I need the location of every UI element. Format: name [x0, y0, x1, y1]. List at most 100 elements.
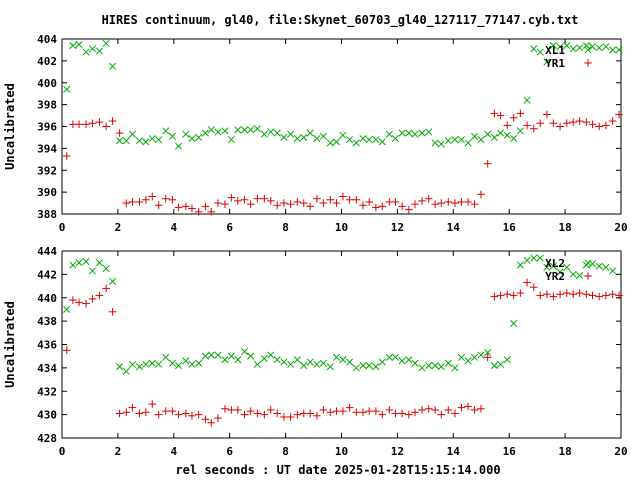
data-point	[549, 42, 557, 50]
data-point	[451, 199, 459, 207]
data-point	[182, 130, 190, 138]
data-point	[346, 136, 354, 144]
data-point	[595, 44, 603, 52]
data-point	[253, 125, 261, 133]
data-point	[188, 204, 196, 213]
data-point	[339, 192, 347, 201]
data-point	[424, 194, 433, 203]
data-point	[484, 349, 492, 357]
data-point	[168, 195, 177, 204]
data-point	[602, 43, 610, 51]
data-point	[148, 134, 156, 143]
data-point	[398, 129, 406, 137]
data-point	[293, 198, 302, 206]
data-point	[142, 360, 150, 368]
y-tick-label: 432	[37, 385, 57, 398]
data-point	[162, 353, 170, 361]
data-point	[405, 205, 413, 214]
data-point	[359, 408, 367, 417]
data-point	[536, 254, 544, 262]
data-point	[234, 406, 242, 414]
data-point	[391, 409, 400, 418]
data-point	[424, 404, 433, 413]
data-point	[470, 406, 479, 414]
data-point	[365, 361, 373, 370]
data-point	[313, 411, 321, 420]
data-point	[95, 47, 104, 55]
data-point	[556, 122, 564, 131]
data-point	[457, 403, 466, 412]
x-tick-label: 6	[226, 221, 233, 234]
data-point	[102, 284, 110, 293]
top-panel: 0 2 4 6 8 10 12 14 16 18 20 388 390 392 394 396 398 400 40…	[3, 33, 628, 234]
x-tick-label: 2	[115, 221, 122, 234]
data-point	[490, 133, 498, 141]
data-point	[240, 347, 249, 356]
data-point	[569, 290, 578, 299]
data-point	[595, 262, 603, 270]
data-point	[247, 126, 255, 134]
data-point	[286, 200, 295, 208]
legend-label: XL1	[545, 44, 565, 57]
data-point	[75, 298, 83, 307]
x-tick-label: 16	[503, 445, 517, 458]
y-tick-label: 440	[37, 292, 57, 305]
data-point	[365, 136, 373, 144]
data-point	[313, 360, 321, 368]
data-point	[188, 411, 196, 420]
data-point	[227, 136, 235, 144]
data-point	[444, 137, 452, 145]
data-point	[148, 400, 157, 408]
data-point	[201, 352, 209, 360]
data-point	[549, 119, 558, 128]
legend-marker	[584, 59, 592, 67]
x-tick-label: 6	[226, 445, 233, 458]
data-point	[266, 197, 275, 205]
data-point	[174, 361, 183, 370]
y-tick-label: 388	[37, 208, 57, 221]
data-point	[246, 200, 255, 208]
data-point	[391, 353, 399, 361]
data-point	[457, 353, 465, 361]
data-point	[523, 121, 531, 130]
data-point	[437, 410, 446, 419]
data-point	[588, 260, 597, 268]
data-point	[260, 194, 269, 203]
data-point	[75, 40, 83, 49]
data-point	[582, 118, 591, 126]
data-point	[477, 190, 485, 199]
data-point	[339, 131, 347, 139]
data-point	[142, 138, 150, 146]
data-point	[135, 137, 143, 145]
data-point	[510, 134, 518, 143]
data-point	[227, 352, 235, 360]
data-point	[69, 296, 77, 304]
data-point	[536, 48, 544, 56]
data-point	[95, 118, 104, 126]
data-point	[464, 139, 472, 147]
data-point	[398, 202, 406, 211]
data-point	[299, 409, 308, 418]
data-point	[201, 415, 210, 424]
data-point	[470, 200, 479, 208]
data-point	[102, 39, 110, 47]
data-point	[477, 351, 485, 359]
data-point	[391, 134, 399, 143]
data-point	[194, 208, 203, 216]
data-point	[543, 58, 551, 66]
data-point	[227, 193, 236, 202]
data-point	[273, 356, 281, 364]
data-point	[95, 259, 104, 267]
data-point	[122, 367, 130, 375]
data-point	[516, 109, 525, 118]
y-tick-label: 404	[37, 33, 57, 46]
data-point	[530, 254, 538, 262]
data-point	[602, 121, 610, 130]
y-tick-label: 402	[37, 55, 57, 68]
y-tick-label: 438	[37, 315, 57, 328]
data-point	[569, 45, 577, 53]
data-point	[411, 408, 419, 417]
data-point	[326, 139, 334, 147]
data-point	[345, 403, 354, 412]
data-point	[503, 356, 511, 364]
